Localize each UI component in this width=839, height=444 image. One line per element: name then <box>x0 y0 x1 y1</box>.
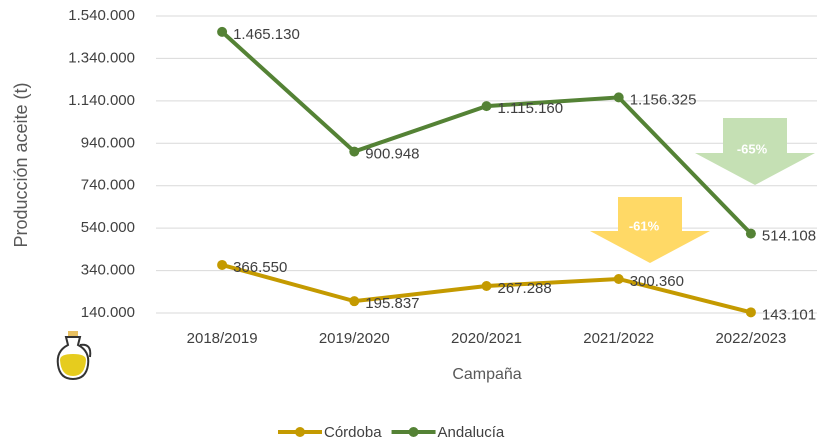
jug-icon <box>56 331 92 381</box>
data-point <box>613 92 624 103</box>
data-point <box>349 296 360 307</box>
data-label: 900.948 <box>365 146 419 163</box>
y-tick-label: 1.540.000 <box>68 7 135 24</box>
plot: 140.000 340.000 540.000 740.000 940.000 1.140… <box>68 7 817 441</box>
x-tick-label: 2022/2023 <box>715 330 786 347</box>
y-tick-label: 1.340.000 <box>68 49 135 66</box>
data-label: 267.288 <box>498 280 552 297</box>
x-axis-title: Campaña <box>452 366 521 383</box>
arrow-andalucia <box>695 118 815 185</box>
annotation: -65% <box>737 141 768 156</box>
y-tick-label: 740.000 <box>81 177 135 194</box>
y-tick-label: 540.000 <box>81 219 135 236</box>
x-tick-label: 2018/2019 <box>187 330 258 347</box>
x-tick-label: 2020/2021 <box>451 330 522 347</box>
annotation: -61% <box>629 218 660 233</box>
x-tick-label: 2019/2020 <box>319 330 390 347</box>
y-tick-label: 940.000 <box>81 134 135 151</box>
data-label: 143.101 <box>762 306 816 323</box>
data-point <box>481 280 492 291</box>
legend-label: Córdoba <box>324 424 382 441</box>
data-label: 1.465.130 <box>233 26 300 43</box>
y-axis-title: Producción aceite (t) <box>11 82 31 247</box>
legend-marker <box>408 427 419 437</box>
y-tick-label: 140.000 <box>81 304 135 321</box>
data-label: 514.108 <box>762 228 816 245</box>
data-point <box>745 307 756 318</box>
data-label: 1.115.160 <box>498 100 564 117</box>
legend-label: Andalucía <box>438 424 505 441</box>
legend-marker <box>295 427 305 437</box>
x-tick-label: 2021/2022 <box>583 330 654 347</box>
data-label: 300.360 <box>630 273 684 290</box>
data-point <box>217 259 228 270</box>
data-point <box>217 26 228 37</box>
y-tick-label: 1.140.000 <box>68 92 135 109</box>
data-label: 1.156.325 <box>630 91 697 108</box>
data-point <box>481 101 492 112</box>
data-point <box>745 228 756 239</box>
data-point <box>349 146 360 157</box>
data-label: 195.837 <box>365 295 419 312</box>
data-point <box>613 273 624 284</box>
data-label: 366.550 <box>233 259 287 276</box>
arrow-cordoba <box>590 197 710 263</box>
y-tick-label: 340.000 <box>81 262 135 279</box>
